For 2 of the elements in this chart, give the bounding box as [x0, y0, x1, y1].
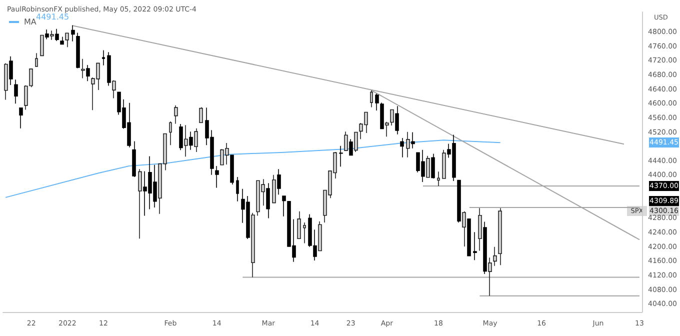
- legend-label: MA: [24, 18, 37, 26]
- annotation: 4491.45: [36, 12, 70, 22]
